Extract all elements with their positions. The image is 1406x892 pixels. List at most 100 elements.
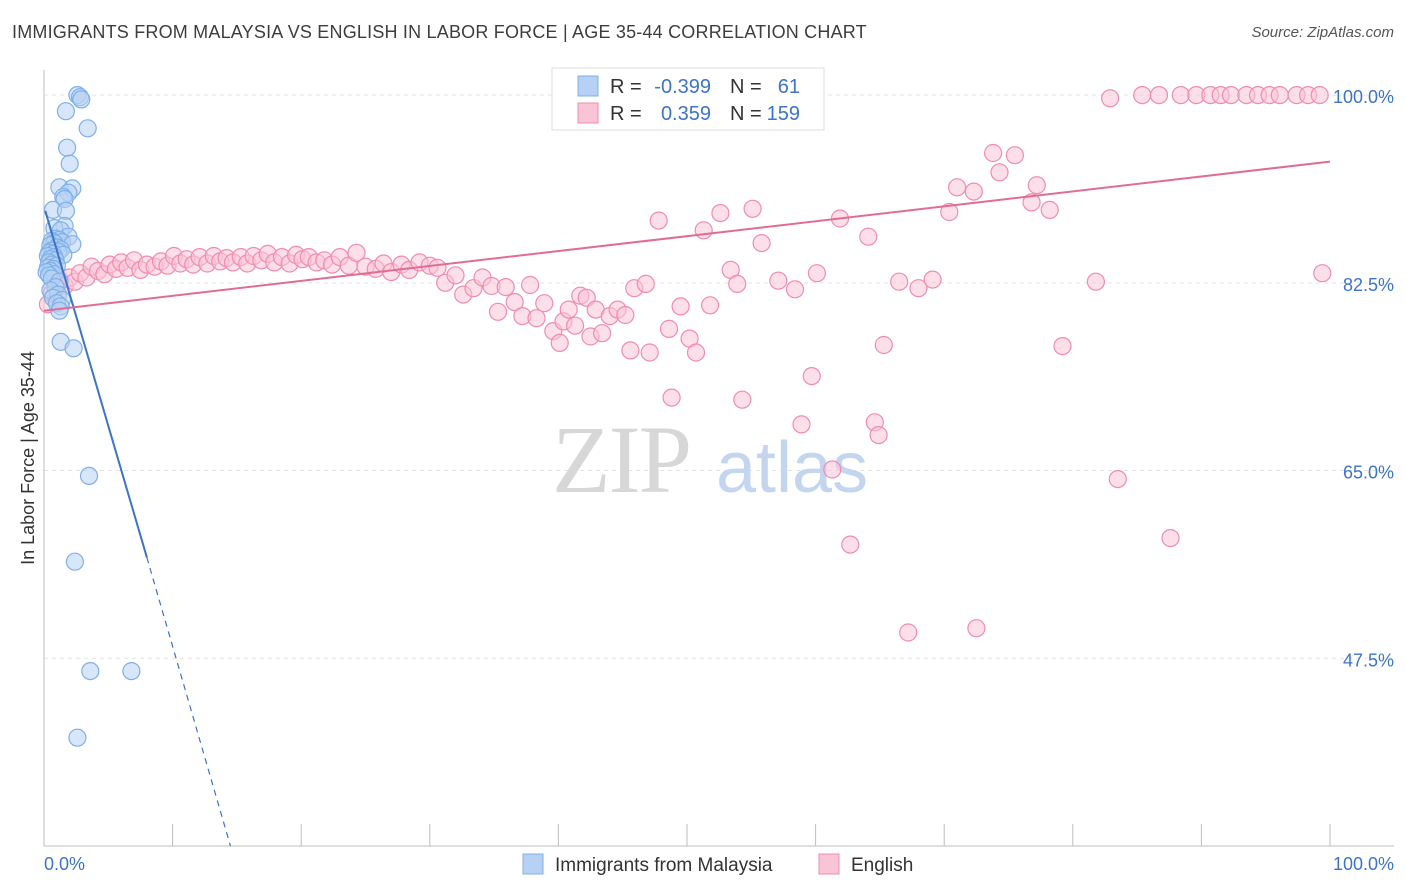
trendline-0: [44, 210, 148, 558]
english-point-83: [616, 305, 635, 325]
legend: R = -0.399 N = 61 R = 0.359 N = 159: [551, 67, 825, 131]
english-point-143: [1270, 85, 1289, 105]
bottom-legend: Immigrants from Malaysia English: [522, 853, 913, 876]
x-tick-label-min: 0.0%: [44, 854, 85, 874]
english-point-104: [792, 415, 811, 434]
legend-n-label-malaysia: N =: [730, 76, 762, 98]
english-point-121: [967, 619, 986, 638]
legend-swatch-english: [577, 102, 599, 124]
english-point-107: [823, 460, 842, 479]
malaysia-point-6: [60, 154, 79, 173]
english-point-103: [785, 280, 805, 299]
english-point-100: [743, 199, 762, 218]
malaysia-point-3: [56, 102, 76, 121]
english-point-123: [990, 163, 1009, 182]
english-point-120: [964, 182, 983, 201]
legend-r-label-english: R =: [610, 103, 642, 125]
bottom-legend-label-english: English: [851, 855, 913, 876]
malaysia-point-2: [72, 90, 91, 109]
english-point-93: [686, 343, 706, 362]
english-point-102: [769, 271, 788, 290]
english-point-68: [520, 275, 540, 295]
english-point-135: [1171, 85, 1190, 105]
english-point-109: [841, 535, 860, 554]
english-point-126: [1027, 176, 1046, 195]
english-point-124: [1005, 146, 1025, 165]
english-point-59: [446, 266, 465, 285]
y-axis-title: In Labor Force | Age 35-44: [18, 351, 38, 565]
watermark-atlas: atlas: [716, 428, 868, 508]
english-point-70: [535, 294, 554, 313]
english-point-106: [807, 264, 827, 283]
legend-r-value-english: 0.359: [661, 103, 711, 125]
english-point-65: [496, 278, 515, 297]
trendline-1: [43, 160, 1331, 312]
series-0: [37, 85, 141, 747]
english-point-101: [752, 234, 771, 253]
legend-n-value-malaysia: 61: [778, 76, 800, 98]
malaysia-point-57: [79, 466, 99, 485]
english-point-98: [728, 274, 747, 293]
y-tick-label-3: 100.0%: [1333, 87, 1394, 107]
chart-source: Source: ZipAtlas.com: [1251, 24, 1394, 41]
english-point-127: [1040, 200, 1059, 219]
axes: [43, 70, 1394, 847]
legend-n-label-english: N =: [730, 103, 762, 125]
english-point-89: [659, 319, 679, 338]
english-point-105: [802, 367, 821, 386]
english-point-139: [1221, 85, 1241, 105]
english-point-116: [909, 279, 928, 298]
english-point-88: [649, 211, 668, 230]
bottom-legend-swatch-malaysia: [522, 853, 544, 875]
english-point-147: [1313, 264, 1332, 283]
english-point-64: [488, 302, 508, 321]
english-point-99: [733, 390, 752, 409]
malaysia-point-13: [56, 201, 76, 220]
english-point-115: [899, 623, 918, 642]
english-point-96: [711, 204, 730, 223]
english-point-57: [428, 258, 447, 277]
english-point-95: [700, 296, 720, 315]
watermark: ZIP atlas: [552, 406, 868, 513]
english-point-74: [559, 300, 578, 319]
malaysia-point-60: [122, 661, 141, 681]
series-1: [38, 85, 1332, 642]
grid-lines: [44, 94, 1394, 659]
x-ticks: [172, 824, 1331, 846]
english-point-132: [1133, 85, 1152, 105]
malaysia-point-58: [65, 552, 85, 571]
watermark-zip: ZIP: [552, 406, 690, 513]
english-point-118: [940, 202, 959, 222]
bottom-legend-label-malaysia: Immigrants from Malaysia: [555, 855, 773, 876]
english-point-69: [527, 309, 546, 328]
malaysia-point-54: [50, 301, 69, 320]
legend-n-value-english: 159: [767, 103, 800, 125]
english-point-112: [869, 426, 888, 445]
malaysia-point-56: [64, 339, 83, 358]
malaysia-point-61: [68, 728, 87, 747]
english-point-48: [347, 243, 366, 262]
english-point-117: [923, 270, 942, 289]
english-point-75: [565, 316, 585, 335]
y-tick-label-2: 82.5%: [1343, 275, 1394, 295]
english-point-146: [1310, 85, 1329, 105]
english-point-129: [1086, 272, 1106, 291]
english-point-113: [874, 335, 893, 355]
malaysia-point-59: [81, 661, 100, 681]
malaysia-point-5: [57, 138, 77, 157]
english-point-86: [636, 274, 655, 293]
malaysia-point-4: [78, 119, 97, 138]
english-point-72: [550, 333, 569, 352]
legend-swatch-malaysia: [577, 75, 599, 97]
english-point-130: [1100, 89, 1120, 108]
english-point-66: [505, 293, 524, 312]
x-tick-label-max: 100.0%: [1333, 854, 1394, 874]
english-point-114: [890, 272, 909, 291]
english-point-110: [859, 227, 878, 246]
english-point-134: [1161, 528, 1180, 548]
y-tick-label-1: 65.0%: [1343, 463, 1394, 483]
english-point-80: [592, 324, 612, 343]
chart-title: IMMIGRANTS FROM MALAYSIA VS ENGLISH IN L…: [12, 22, 867, 42]
english-point-90: [662, 388, 681, 407]
english-point-91: [671, 297, 690, 316]
